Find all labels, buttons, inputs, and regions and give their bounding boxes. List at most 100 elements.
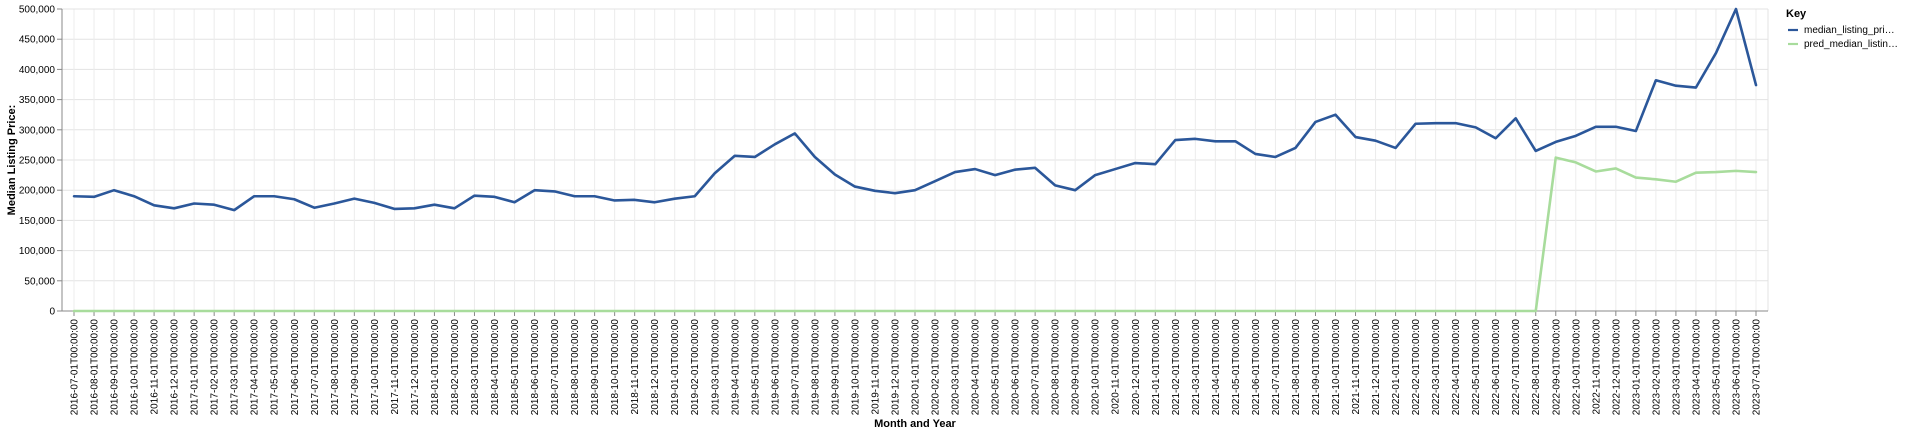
x-tick-label: 2020-08-01T00:00:00 <box>1051 319 1062 416</box>
x-tick-label: 2016-12-01T00:00:00 <box>170 319 181 416</box>
y-tick-label: 200,000 <box>19 186 56 197</box>
x-tick-label: 2022-05-01T00:00:00 <box>1471 319 1482 416</box>
x-tick-label: 2023-04-01T00:00:00 <box>1691 319 1702 416</box>
x-tick-label: 2021-03-01T00:00:00 <box>1191 319 1202 416</box>
series-layer <box>72 7 1758 313</box>
x-tick-label: 2017-10-01T00:00:00 <box>370 319 381 416</box>
x-tick-label: 2020-05-01T00:00:00 <box>991 319 1002 416</box>
x-tick-label: 2021-08-01T00:00:00 <box>1291 319 1302 416</box>
x-tick-label: 2019-10-01T00:00:00 <box>850 319 861 416</box>
y-tick-label: 150,000 <box>19 216 56 227</box>
gridlines <box>62 8 1769 312</box>
x-tick-label: 2016-08-01T00:00:00 <box>90 319 101 416</box>
x-tick-label: 2017-09-01T00:00:00 <box>350 319 361 416</box>
x-tick-label: 2017-05-01T00:00:00 <box>270 319 281 416</box>
x-tick-label: 2022-12-01T00:00:00 <box>1611 319 1622 416</box>
x-tick-label: 2017-11-01T00:00:00 <box>390 319 401 415</box>
x-tick-label: 2021-01-01T00:00:00 <box>1151 319 1162 416</box>
y-axis: 0 50,000 100,000 150,000 200,000 250,000 300,0… <box>19 5 63 318</box>
x-tick-label: 2020-04-01T00:00:00 <box>971 319 982 416</box>
legend-title: Key <box>1786 8 1807 20</box>
x-tick-label: 2019-01-01T00:00:00 <box>670 319 681 416</box>
x-tick-label: 2019-02-01T00:00:00 <box>690 319 701 416</box>
x-tick-label: 2020-11-01T00:00:00 <box>1111 319 1122 415</box>
x-tick-label: 2023-03-01T00:00:00 <box>1671 319 1682 416</box>
x-tick-label: 2021-12-01T00:00:00 <box>1371 319 1382 416</box>
x-tick-label: 2023-02-01T00:00:00 <box>1651 319 1662 416</box>
x-tick-label: 2019-07-01T00:00:00 <box>790 319 801 416</box>
x-tick-label: 2022-01-01T00:00:00 <box>1391 319 1402 416</box>
legend: Key median_listing_pri… pred_median_listi… <box>1786 8 1898 50</box>
x-tick-label: 2016-11-01T00:00:00 <box>150 319 161 415</box>
x-tick-label: 2021-07-01T00:00:00 <box>1271 319 1282 416</box>
x-tick-label: 2019-03-01T00:00:00 <box>710 319 721 416</box>
y-tick-label: 350,000 <box>19 95 56 106</box>
x-tick-label: 2021-10-01T00:00:00 <box>1331 319 1342 416</box>
x-tick-label: 2017-07-01T00:00:00 <box>310 319 321 416</box>
x-tick-label: 2022-06-01T00:00:00 <box>1491 319 1502 416</box>
x-tick-label: 2017-02-01T00:00:00 <box>210 319 221 416</box>
x-tick-label: 2023-07-01T00:00:00 <box>1752 319 1763 416</box>
x-tick-label: 2018-01-01T00:00:00 <box>430 319 441 416</box>
x-tick-label: 2019-05-01T00:00:00 <box>750 319 761 416</box>
y-tick-label: 100,000 <box>19 246 56 257</box>
x-tick-label: 2023-05-01T00:00:00 <box>1711 319 1722 416</box>
x-tick-label: 2018-02-01T00:00:00 <box>450 319 461 416</box>
x-tick-label: 2018-05-01T00:00:00 <box>510 319 521 416</box>
x-tick-label: 2017-06-01T00:00:00 <box>290 319 301 416</box>
x-tick-label: 2017-04-01T00:00:00 <box>250 319 261 416</box>
x-tick-label: 2022-03-01T00:00:00 <box>1431 319 1442 416</box>
x-tick-label: 2018-07-01T00:00:00 <box>550 319 561 416</box>
x-tick-label: 2019-09-01T00:00:00 <box>830 319 841 416</box>
x-tick-label: 2017-03-01T00:00:00 <box>230 319 241 416</box>
legend-entry: median_listing_pri… <box>1804 25 1895 36</box>
x-tick-label: 2020-10-01T00:00:00 <box>1091 319 1102 416</box>
x-tick-label: 2019-06-01T00:00:00 <box>770 319 781 416</box>
x-axis: 2016-07-01T00:00:00 2016-08-01T00:00:00 20… <box>62 310 1768 416</box>
y-tick-label: 500,000 <box>19 5 56 16</box>
x-tick-label: 2023-01-01T00:00:00 <box>1631 319 1642 416</box>
x-tick-label: 2023-06-01T00:00:00 <box>1731 319 1742 416</box>
y-tick-label: 400,000 <box>19 65 56 76</box>
x-tick-label: 2018-06-01T00:00:00 <box>530 319 541 416</box>
x-tick-label: 2021-09-01T00:00:00 <box>1311 319 1322 416</box>
x-tick-label: 2017-12-01T00:00:00 <box>410 319 421 416</box>
x-tick-label: 2019-04-01T00:00:00 <box>730 319 741 416</box>
series-line-median-listing-price <box>72 7 1758 212</box>
x-tick-label: 2020-01-01T00:00:00 <box>911 319 922 416</box>
y-tick-label: 450,000 <box>19 35 56 46</box>
y-axis-title: Median Listing Price: <box>6 105 18 216</box>
x-tick-label: 2022-08-01T00:00:00 <box>1531 319 1542 416</box>
x-tick-label: 2020-12-01T00:00:00 <box>1131 319 1142 416</box>
x-tick-label: 2022-02-01T00:00:00 <box>1411 319 1422 416</box>
x-tick-label: 2018-10-01T00:00:00 <box>610 319 621 416</box>
x-tick-label: 2017-08-01T00:00:00 <box>330 319 341 416</box>
x-tick-label: 2016-10-01T00:00:00 <box>130 319 141 416</box>
x-tick-label: 2018-09-01T00:00:00 <box>590 319 601 416</box>
x-tick-label: 2016-07-01T00:00:00 <box>70 319 81 416</box>
x-tick-label: 2019-11-01T00:00:00 <box>870 319 881 415</box>
y-tick-label: 0 <box>49 307 55 318</box>
y-tick-label: 50,000 <box>24 276 55 287</box>
x-tick-label: 2021-11-01T00:00:00 <box>1351 319 1362 415</box>
x-tick-label: 2018-04-01T00:00:00 <box>490 319 501 416</box>
x-tick-label: 2018-11-01T00:00:00 <box>630 319 641 415</box>
series-line-pred-median-listing-price <box>72 156 1758 313</box>
x-tick-label: 2019-12-01T00:00:00 <box>890 319 901 416</box>
x-tick-label: 2018-03-01T00:00:00 <box>470 319 481 416</box>
x-tick-label: 2019-08-01T00:00:00 <box>810 319 821 416</box>
x-tick-label: 2020-03-01T00:00:00 <box>951 319 962 416</box>
x-tick-label: 2022-10-01T00:00:00 <box>1571 319 1582 416</box>
x-tick-label: 2020-02-01T00:00:00 <box>931 319 942 416</box>
x-tick-label: 2017-01-01T00:00:00 <box>190 319 201 416</box>
x-tick-label: 2021-04-01T00:00:00 <box>1211 319 1222 416</box>
legend-entry: pred_median_listin… <box>1804 39 1898 50</box>
x-axis-title: Month and Year <box>874 418 956 430</box>
x-tick-label: 2022-09-01T00:00:00 <box>1551 319 1562 416</box>
x-tick-label: 2020-09-01T00:00:00 <box>1071 319 1082 416</box>
x-tick-label: 2022-04-01T00:00:00 <box>1451 319 1462 416</box>
x-tick-label: 2022-11-01T00:00:00 <box>1591 319 1602 415</box>
x-tick-label: 2016-09-01T00:00:00 <box>110 319 121 416</box>
y-tick-label: 250,000 <box>19 156 56 167</box>
